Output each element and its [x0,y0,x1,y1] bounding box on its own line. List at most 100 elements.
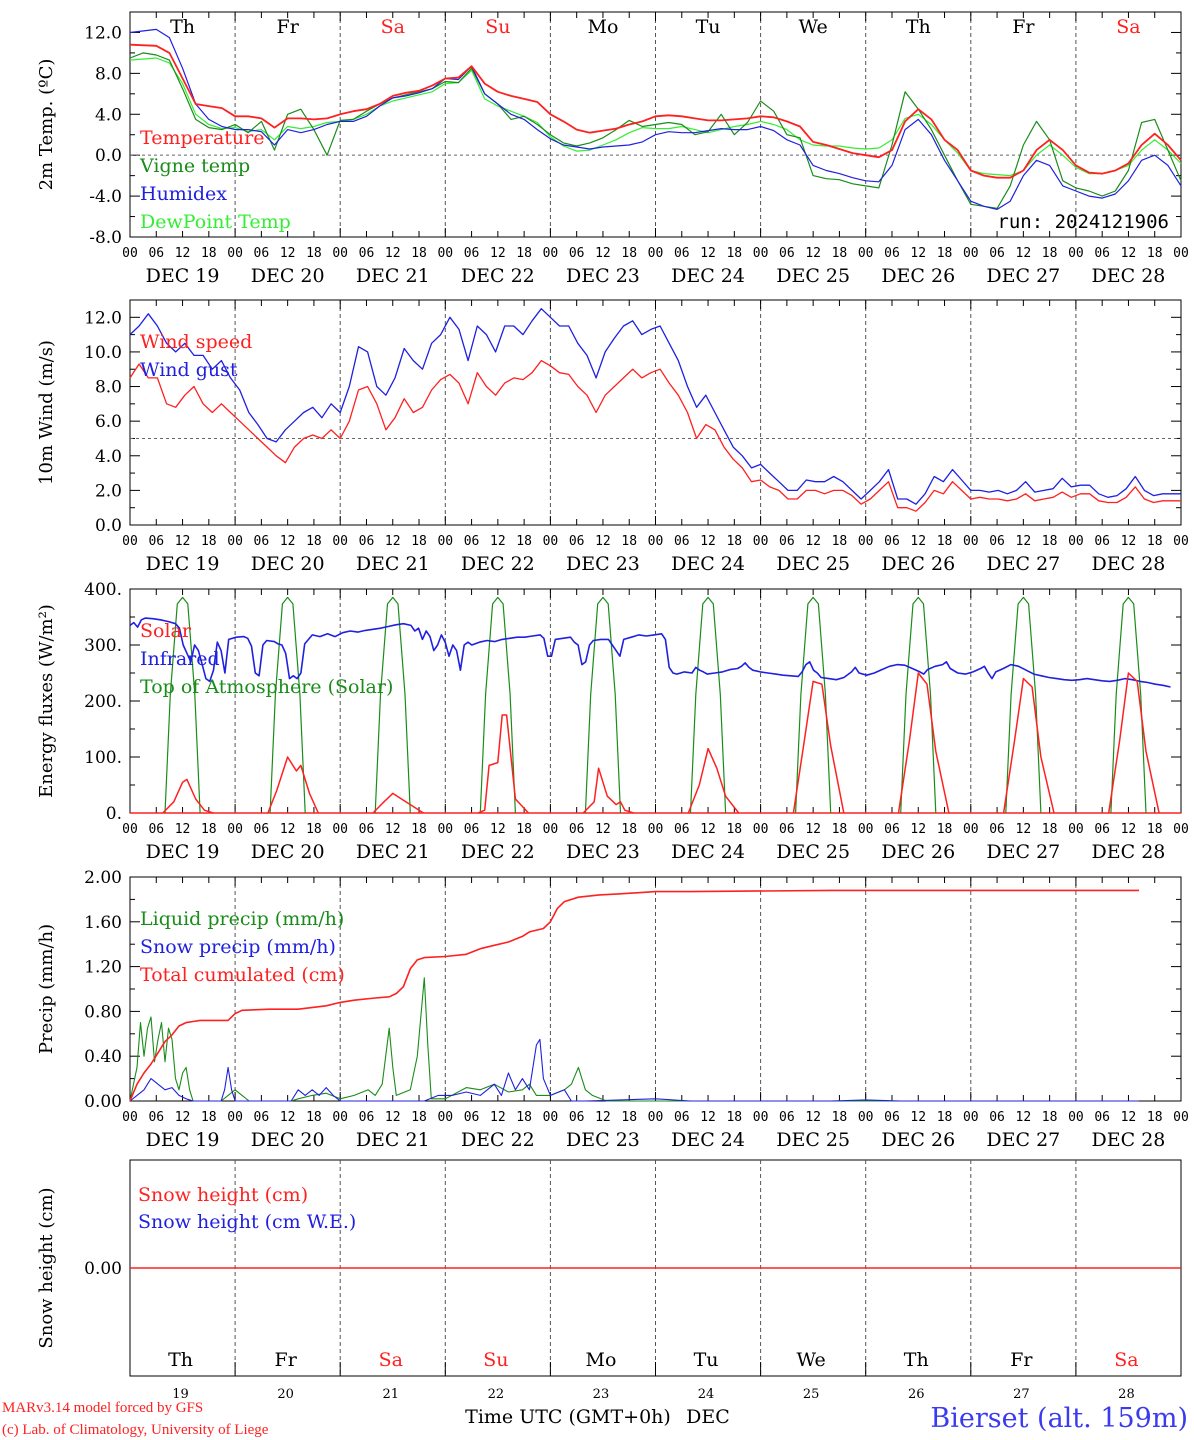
hour-tick-label: 12 [280,246,296,261]
y-tick-label: 100. [84,748,122,768]
hour-tick-label: 06 [254,534,270,549]
weekday-label: Tu [696,16,721,38]
month-label: DEC [686,1406,730,1428]
hour-tick-label: 06 [1094,822,1110,837]
day-number-label: 22 [488,1387,505,1402]
date-label: DEC 24 [671,1129,745,1151]
series-line-liquid-precip-mm-h- [129,977,1139,1102]
toa-solar-peak [1110,596,1147,814]
hour-tick-label: 12 [490,246,506,261]
hour-tick-label: 18 [832,534,848,549]
hour-tick-label: 06 [989,1110,1005,1125]
hour-tick-label: 06 [779,1110,795,1125]
hour-tick-label: 12 [595,822,611,837]
date-label: DEC 26 [881,265,955,287]
date-label: DEC 28 [1092,553,1166,575]
hour-tick-label: 12 [385,1110,401,1125]
hour-tick-label: 12 [1016,246,1032,261]
weekday-label: Sa [1116,16,1140,38]
run-label: run: 2024121906 [997,211,1169,233]
hour-tick-label: 18 [621,822,637,837]
hour-tick-label: 18 [1042,534,1058,549]
weekday-label: We [797,1349,826,1371]
hour-tick-label: 18 [516,822,532,837]
date-label: DEC 19 [146,841,220,863]
hour-tick-label: 06 [1094,1110,1110,1125]
y-axis-label: Precip (mm/h) [36,924,57,1054]
hour-tick-label: 06 [464,1110,480,1125]
y-tick-label: 0.0 [95,516,122,536]
weekday-label: Th [170,16,195,38]
weekday-label: Th [168,1349,193,1371]
hour-tick-label: 18 [306,534,322,549]
y-tick-label: 8.0 [95,378,122,398]
hour-tick-label: 00 [858,1110,874,1125]
legend-entry: Solar [140,620,192,642]
y-tick-label: -8.0 [89,228,122,248]
legend-entry: Wind speed [140,331,252,353]
hour-tick-label: 18 [726,534,742,549]
hour-tick-label: 00 [332,246,348,261]
date-label: DEC 20 [251,265,325,287]
hour-tick-label: 18 [937,822,953,837]
hour-tick-label: 00 [543,1110,559,1125]
panel-3: 0. 100. 200. 300. 400. Energy fluxes (W/m²) 00… [36,580,1189,863]
legend-entry: Infrared [140,648,220,670]
day-number-label: 21 [382,1387,399,1402]
x-axis-label: Time UTC (GMT+0h) [465,1406,671,1428]
hour-tick-label: 00 [753,1110,769,1125]
hour-tick-label: 12 [1016,822,1032,837]
date-label: DEC 25 [776,841,850,863]
hour-tick-label: 18 [621,1110,637,1125]
date-label: DEC 20 [251,553,325,575]
hour-tick-label: 00 [227,822,243,837]
day-number-label: 28 [1118,1387,1135,1402]
date-label: DEC 23 [566,1129,640,1151]
hour-tick-label: 12 [910,822,926,837]
series-line-temperature [129,43,1182,179]
day-number-label: 20 [277,1387,294,1402]
hour-tick-label: 06 [989,822,1005,837]
solar-peak [687,747,740,814]
hour-tick-label: 18 [1147,534,1163,549]
copyright-credit: (c) Lab. of Climatology, University of L… [2,1422,269,1438]
day-number-label: 25 [803,1387,820,1402]
hour-tick-label: 06 [779,822,795,837]
hour-tick-label: 00 [227,1110,243,1125]
hour-tick-label: 18 [411,822,427,837]
hour-tick-label: 18 [1042,246,1058,261]
hour-tick-label: 00 [122,1110,138,1125]
hour-tick-label: 18 [201,246,217,261]
date-label: DEC 21 [356,841,430,863]
hour-tick-label: 18 [937,534,953,549]
legend-entry: DewPoint Temp [140,211,291,233]
model-credit: MARv3.14 model forced by GFS [2,1400,203,1416]
hour-tick-label: 12 [805,1110,821,1125]
hour-tick-label: 06 [464,822,480,837]
date-label: DEC 23 [566,841,640,863]
y-tick-label: 8.0 [95,64,122,84]
hour-tick-label: 18 [832,1110,848,1125]
date-label: DEC 24 [671,553,745,575]
hour-tick-label: 18 [411,534,427,549]
panel-5: 0.00 Snow height (cm) Snow height (cm) Snow… [36,1159,1182,1402]
weekday-label: Sa [381,16,405,38]
day-number-label: 23 [593,1387,610,1402]
hour-tick-label: 06 [569,1110,585,1125]
hour-tick-label: 18 [1042,822,1058,837]
hour-tick-label: 18 [1147,1110,1163,1125]
hour-tick-label: 12 [490,534,506,549]
hour-tick-label: 18 [726,246,742,261]
hour-tick-label: 12 [805,534,821,549]
legend-entry: Total cumulated (cm) [140,964,345,986]
y-tick-label: 2.00 [84,868,122,888]
hour-tick-label: 18 [621,246,637,261]
hour-tick-label: 12 [805,822,821,837]
y-tick-label: 4.0 [95,447,122,467]
hour-tick-label: 00 [437,534,453,549]
date-label: DEC 26 [881,841,955,863]
hour-tick-label: 00 [1068,246,1084,261]
hour-tick-label: 12 [280,1110,296,1125]
weekday-label: Fr [1010,1349,1033,1371]
hour-tick-label: 12 [1121,822,1137,837]
